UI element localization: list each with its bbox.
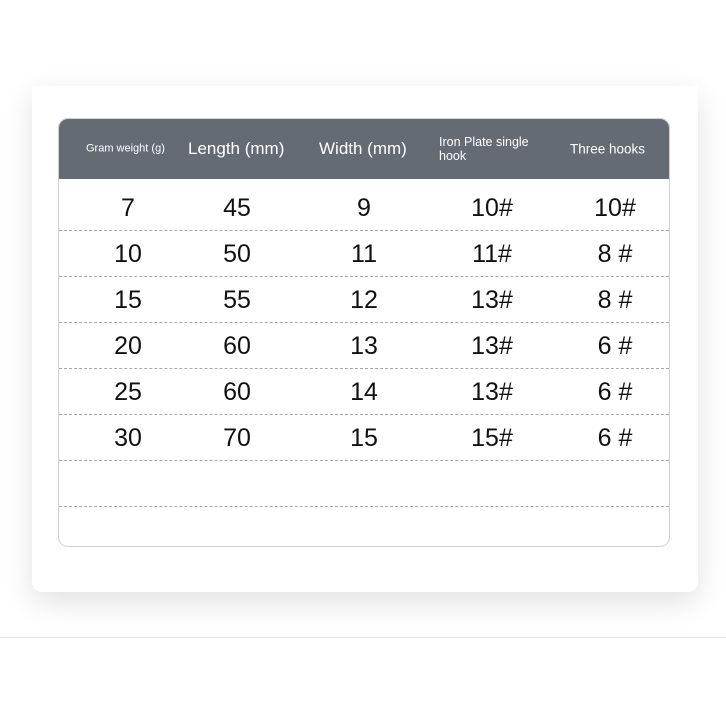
cell-iron-plate-single-hook: 13# (471, 378, 513, 406)
cell-gram-weight: 15 (114, 286, 142, 314)
header-three-hooks: Three hooks (570, 141, 646, 157)
cell-gram-weight: 30 (114, 424, 142, 452)
cell-iron-plate-single-hook: 10# (471, 194, 513, 222)
table-row: 7 45 9 10# 10# (59, 185, 669, 231)
table-row: 30 70 15 15# 6 # (59, 415, 669, 461)
header-length: Length (mm) (188, 139, 285, 158)
cell-three-hooks: 6 # (597, 378, 633, 406)
table-header: Gram weight (g) Length (mm) Width (mm) I… (59, 119, 669, 179)
cell-length: 55 (223, 286, 251, 314)
cell-iron-plate-single-hook: 11# (472, 240, 512, 268)
cell-gram-weight: 20 (114, 332, 142, 360)
table-row: 25 60 14 13# 6 # (59, 369, 669, 415)
cell-gram-weight: 7 (121, 194, 135, 222)
cell-length: 50 (223, 240, 251, 268)
cell-width: 12 (350, 286, 378, 314)
cell-gram-weight: 10 (114, 240, 142, 268)
header-iron-plate-single-hook: Iron Plate single hook (439, 135, 529, 163)
header-gram-weight: Gram weight (g) (86, 142, 165, 155)
cell-length: 45 (223, 194, 251, 222)
empty-row (59, 507, 669, 546)
cell-width: 14 (350, 378, 378, 406)
cell-length: 70 (223, 424, 251, 452)
header-width: Width (mm) (319, 139, 407, 158)
cell-three-hooks: 6 # (597, 332, 633, 360)
cell-width: 13 (350, 332, 378, 360)
cell-length: 60 (223, 378, 251, 406)
cell-iron-plate-single-hook: 15# (471, 424, 513, 452)
size-table: Gram weight (g) Length (mm) Width (mm) I… (58, 118, 670, 547)
table-row: 10 50 11 11# 8 # (59, 231, 669, 277)
cell-iron-plate-single-hook: 13# (471, 286, 513, 314)
cell-gram-weight: 25 (114, 378, 142, 406)
divider (0, 637, 726, 638)
cell-width: 11 (351, 240, 377, 268)
cell-width: 9 (357, 194, 371, 222)
cell-three-hooks: 8 # (597, 240, 633, 268)
cell-length: 60 (223, 332, 251, 360)
cell-width: 15 (350, 424, 378, 452)
cell-iron-plate-single-hook: 13# (471, 332, 513, 360)
cell-three-hooks: 8 # (597, 286, 633, 314)
empty-row (59, 461, 669, 507)
cell-three-hooks: 10# (594, 194, 636, 222)
cell-three-hooks: 6 # (597, 424, 633, 452)
table-row: 20 60 13 13# 6 # (59, 323, 669, 369)
table-row: 15 55 12 13# 8 # (59, 277, 669, 323)
